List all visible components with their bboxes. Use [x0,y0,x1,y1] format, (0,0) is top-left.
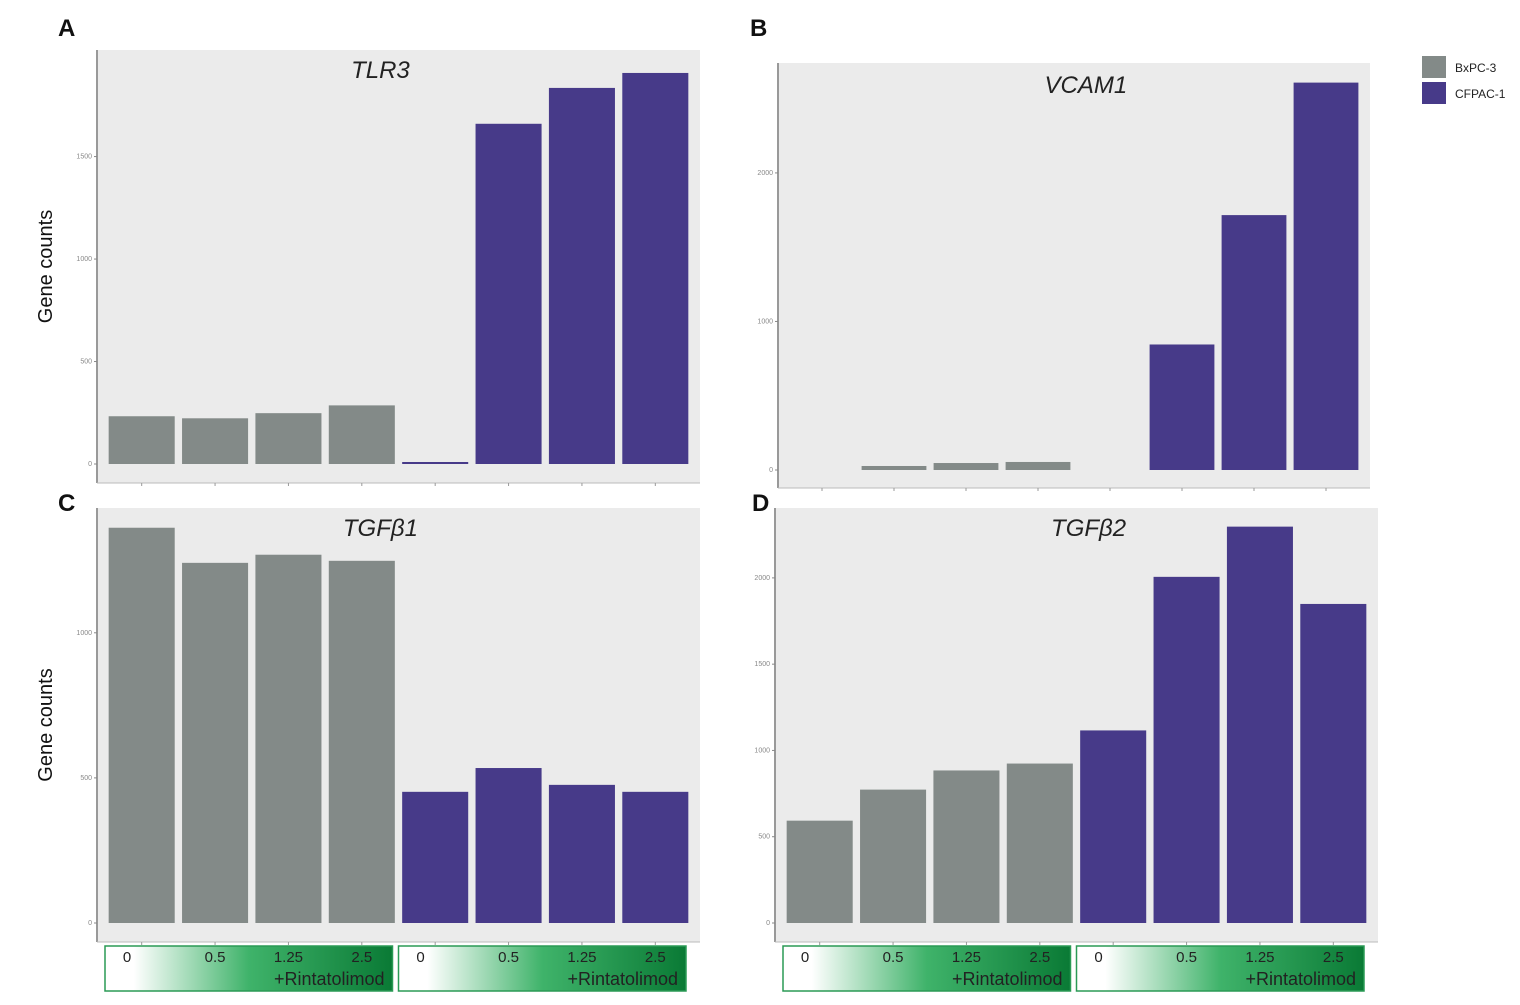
bar-cfpac-1-4 [402,791,469,923]
bar-bxpc-3-0 [108,527,175,923]
gene-title: VCAM1 [1044,72,1127,99]
y-tick-label: 500 [758,834,770,841]
bar-cfpac-1-4 [402,462,469,464]
bar-cfpac-1-7 [622,791,689,923]
panel-letter: C [58,490,75,517]
bar-cfpac-1-5 [1149,344,1215,470]
panel-A: 0 500 1000 1500 TLR3 A Gene counts [35,15,700,486]
bar-bxpc-3-1 [182,562,249,923]
dose-label: 1.25 [567,949,596,966]
y-tick-label: 0 [88,461,92,468]
dose-gradient [1075,945,1365,992]
bar-bxpc-3-0 [786,820,853,923]
dose-label: 0.5 [883,949,904,966]
dose-caption: +Rintatolimod [952,969,1063,989]
bar-bxpc-3-2 [255,413,322,464]
dose-label: 0.5 [498,949,519,966]
dose-label: 1.25 [274,949,303,966]
bar-cfpac-1-5 [1153,576,1220,923]
y-tick-label: 2000 [754,575,770,582]
y-tick-label: 1500 [754,661,770,668]
dose-legend-box: 0 0.5 1.25 2.5 +Rintatolimod [104,945,394,992]
bar-bxpc-3-3 [1006,763,1073,923]
dose-label: 2.5 [1029,949,1050,966]
y-axis-label: Gene counts [35,210,57,323]
dose-caption: +Rintatolimod [274,969,385,989]
y-tick-label: 500 [80,359,92,366]
dose-caption: +Rintatolimod [1245,969,1356,989]
dose-label: 0.5 [1176,949,1197,966]
panel-letter: A [58,15,75,42]
bar-bxpc-3-3 [328,560,395,923]
y-tick-label: 1500 [76,154,92,161]
dose-legend-box: 0 0.5 1.25 2.5 +Rintatolimod [397,945,687,992]
y-tick-label: 500 [80,775,92,782]
dose-gradient [104,945,394,992]
y-tick-label: 2000 [757,170,773,177]
bar-bxpc-3-1 [861,465,927,470]
dose-label: 1.25 [952,949,981,966]
dose-label: 1.25 [1245,949,1274,966]
bar-cfpac-1-6 [1226,526,1293,923]
y-tick-label: 1000 [754,747,770,754]
legend-swatch-bxpc3 [1422,56,1446,78]
bar-cfpac-1-5 [475,123,542,465]
dose-label: 0 [123,949,131,966]
panel-B: 0 1000 2000 VCAM1 B [750,15,1370,491]
gene-title: TGFβ2 [1051,515,1126,542]
y-tick-label: 0 [766,920,770,927]
dose-caption: +Rintatolimod [567,969,678,989]
dose-label: 0 [416,949,424,966]
bar-cfpac-1-6 [1221,215,1287,470]
bar-cfpac-1-5 [475,768,542,923]
dose-label: 0 [1094,949,1102,966]
y-tick-label: 1000 [757,318,773,325]
bar-bxpc-3-0 [108,416,175,464]
legend: BxPC-3 CFPAC-1 [1422,56,1506,104]
dose-gradient [782,945,1072,992]
y-axis-label: Gene counts [35,668,57,781]
bar-bxpc-3-3 [328,405,395,464]
dose-label: 2.5 [645,949,666,966]
dose-label: 0.5 [205,949,226,966]
bar-cfpac-1-6 [548,87,615,465]
legend-label-cfpac1: CFPAC-1 [1455,87,1506,101]
bar-bxpc-3-2 [255,554,322,923]
dose-gradient [397,945,687,992]
gene-title: TLR3 [351,57,410,84]
y-tick-label: 1000 [76,630,92,637]
bar-bxpc-3-3 [1005,461,1071,470]
legend-swatch-cfpac1 [1422,82,1446,104]
dose-legend-box: 0 0.5 1.25 2.5 +Rintatolimod [782,945,1072,992]
dose-legend-box: 0 0.5 1.25 2.5 +Rintatolimod [1075,945,1365,992]
bar-cfpac-1-7 [622,72,689,464]
y-tick-label: 0 [769,467,773,474]
bar-bxpc-3-2 [933,463,999,470]
bar-cfpac-1-4 [1080,730,1147,923]
legend-label-bxpc3: BxPC-3 [1455,61,1497,75]
bar-cfpac-1-7 [1300,603,1367,923]
gene-title: TGFβ1 [343,515,418,542]
dose-label: 0 [801,949,809,966]
panel-D: 0 500 1000 1500 2000 TGFβ2 D 0 0.5 1.25 2.5 +Rintat… [752,490,1378,992]
panel-C: 0 500 1000 TGFβ1 C Gene counts 0 0.5 1.25 2.5 +Rin… [35,490,700,992]
panel-letter: B [750,15,767,42]
y-tick-label: 1000 [76,256,92,263]
dose-label: 2.5 [1323,949,1344,966]
y-tick-label: 0 [88,920,92,927]
bar-cfpac-1-7 [1293,82,1359,470]
bar-bxpc-3-2 [933,770,1000,923]
bar-bxpc-3-1 [182,418,249,464]
panel-letter: D [752,490,769,517]
bar-cfpac-1-6 [548,784,615,923]
dose-label: 2.5 [351,949,372,966]
bar-bxpc-3-1 [860,789,927,923]
